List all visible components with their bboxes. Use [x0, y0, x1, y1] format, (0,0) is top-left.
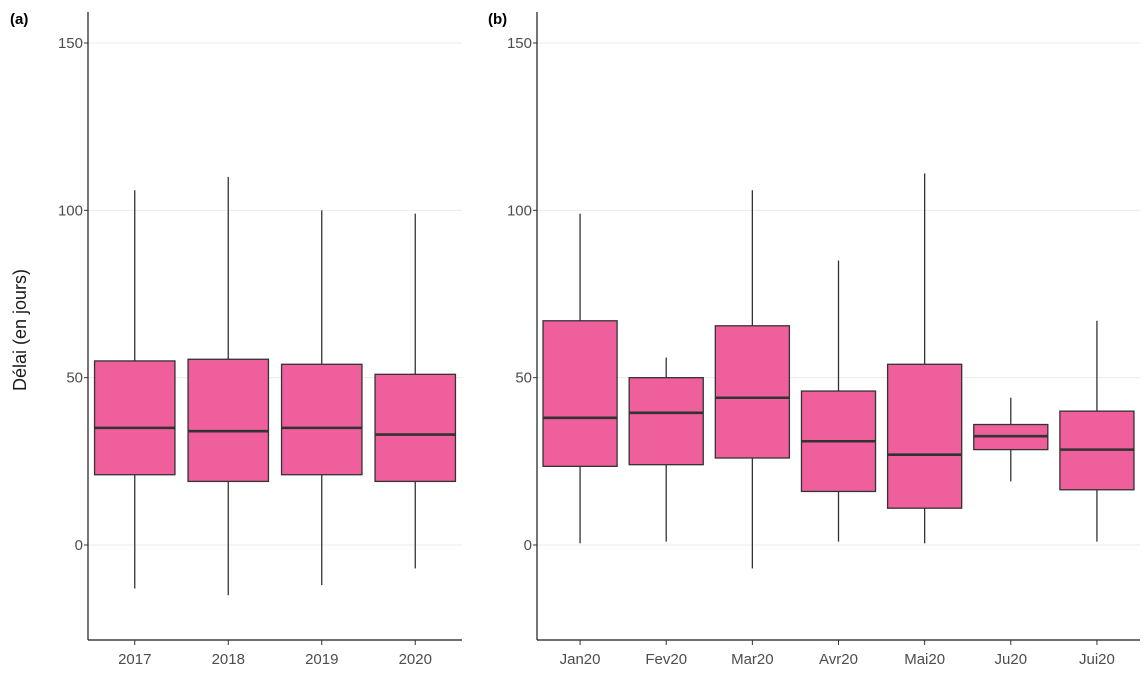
y-tick-label: 100 — [507, 202, 532, 219]
y-tick-label: 50 — [515, 370, 532, 387]
x-tick-label: 2019 — [305, 651, 338, 668]
box-Ju20 — [973, 397, 1049, 482]
panel-label: (a) — [10, 11, 28, 28]
box-body — [187, 358, 270, 483]
box-body — [374, 373, 457, 483]
x-tick-label: Jan20 — [560, 651, 601, 668]
panel-a: 0 50 100 150 (a) 2017 2018 2019 2020 — [10, 11, 462, 668]
box-body — [280, 363, 363, 476]
box-2020 — [374, 213, 457, 569]
x-tick-label: Mai20 — [904, 651, 945, 668]
y-tick-label: 150 — [58, 35, 83, 52]
box-2019 — [280, 210, 363, 586]
x-tick-label: Jui20 — [1079, 651, 1115, 668]
box-body — [714, 325, 791, 459]
box-body — [93, 360, 176, 476]
box-Fev20 — [628, 357, 704, 542]
box-body — [628, 377, 704, 466]
y-tick-label: 100 — [58, 202, 83, 219]
x-tick-label: Mar20 — [731, 651, 774, 668]
box-Mar20 — [714, 190, 791, 569]
x-tick-label: 2020 — [399, 651, 432, 668]
panel-b: 0 50 100 150(b) Jan20 Fev20 Mar20 Avr20 Mai20 Ju2… — [488, 11, 1140, 668]
y-tick-label: 50 — [66, 370, 83, 387]
y-tick-label: 150 — [507, 35, 532, 52]
box-Jui20 — [1059, 320, 1135, 542]
box-2018 — [187, 176, 270, 596]
box-Mai20 — [886, 173, 963, 544]
x-tick-label: 2018 — [212, 651, 245, 668]
box-2017 — [93, 190, 176, 589]
panel-label: (b) — [488, 11, 507, 28]
x-tick-label: 2017 — [118, 651, 151, 668]
box-Avr20 — [800, 260, 877, 542]
box-body — [542, 320, 618, 468]
y-axis-label: Délai (en jours) — [10, 269, 30, 391]
box-body — [886, 363, 963, 509]
x-tick-label: Ju20 — [995, 651, 1028, 668]
box-Jan20 — [542, 213, 618, 544]
y-tick-label: 0 — [75, 537, 83, 554]
x-tick-label: Avr20 — [819, 651, 858, 668]
x-tick-label: Fev20 — [645, 651, 687, 668]
y-tick-label: 0 — [524, 537, 532, 554]
